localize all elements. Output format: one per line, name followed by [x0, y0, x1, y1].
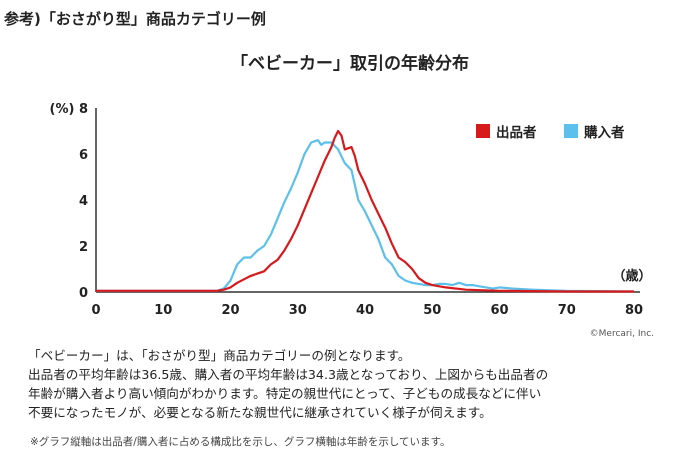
- legend-buyer-label: 購入者: [583, 124, 625, 141]
- description-line: 不要になったモノが、必要となる新たな親世代に継承されていく様子が伺えます。: [28, 405, 492, 420]
- description-line: 年齢が購入者より高い傾向がわかります。特定の親世代にとって、子どもの成長などに伴…: [28, 386, 542, 401]
- y-tick-label: 8: [79, 102, 88, 117]
- x-tick-label: 40: [356, 303, 374, 318]
- x-tick-label: 20: [221, 303, 239, 318]
- seller-series-line: [96, 129, 634, 293]
- x-tick-label: 50: [423, 303, 441, 318]
- y-tick-label: 0: [79, 286, 88, 301]
- footnote: ※グラフ縦軸は出品者/購入者に占める構成比を示し、グラフ横軸は年齢を示しています…: [30, 436, 451, 448]
- legend-buyer-swatch: [564, 124, 578, 138]
- buyer-series-line: [96, 139, 635, 293]
- y-tick-label: 4: [79, 194, 88, 209]
- legend-seller-swatch: [476, 124, 490, 138]
- x-tick-label: 30: [289, 303, 307, 318]
- page-title: 参考)「おさがり型」商品カテゴリー例: [4, 10, 266, 28]
- chart-container: 「ベビーカー」取引の年齢分布 (%) （歳） ©Mercari, Inc. 0 2…: [0, 40, 700, 340]
- chart-title: 「ベビーカー」取引の年齢分布: [231, 53, 469, 74]
- description-line: 「ベビーカー」は、「おさがり型」商品カテゴリーの例となります。: [28, 348, 411, 363]
- x-tick-label: 10: [154, 303, 172, 318]
- legend-seller-label: 出品者: [496, 124, 537, 141]
- y-axis-label: (%): [50, 102, 75, 117]
- x-tick-label: 80: [625, 303, 643, 318]
- x-tick-label: 0: [91, 303, 100, 318]
- copyright-label: ©Mercari, Inc.: [590, 329, 654, 339]
- age-distribution-chart: 「ベビーカー」取引の年齢分布 (%) （歳） ©Mercari, Inc. 0 2…: [50, 53, 654, 339]
- x-axis-label: （歳）: [612, 268, 651, 284]
- x-tick-label: 70: [558, 303, 576, 318]
- x-tick-label: 60: [490, 303, 508, 318]
- y-tick-label: 6: [79, 148, 88, 163]
- description-line: 出品者の平均年齢は36.5歳、購入者の平均年齢は34.3歳となっており、上図から…: [28, 367, 549, 382]
- description: 「ベビーカー」は、「おさがり型」商品カテゴリーの例となります。 出品者の平均年齢…: [28, 346, 693, 422]
- y-tick-label: 2: [79, 240, 88, 255]
